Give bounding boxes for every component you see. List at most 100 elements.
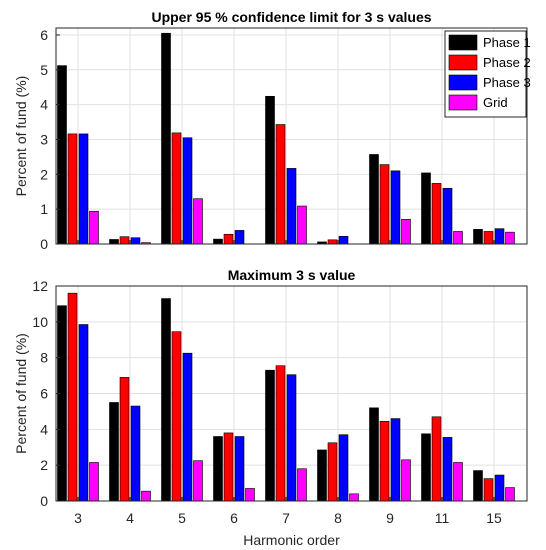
bar-grid-7 (297, 205, 307, 245)
x-tick-label: 3 (74, 510, 82, 526)
x-axis-label: Harmonic order (243, 532, 340, 548)
x-tick-labels (77, 240, 495, 244)
bar-phase-3-4 (130, 405, 141, 502)
bar-grid-6 (245, 488, 255, 502)
bar-phase-1-11 (421, 172, 431, 245)
bar-phase-1-9 (369, 154, 379, 245)
y-tick-label: 0 (40, 493, 48, 509)
bar-grid-11 (453, 231, 463, 245)
axes-box (55, 27, 528, 245)
bar-phase-3-6 (234, 436, 245, 502)
bar-phase-1-11 (421, 433, 431, 502)
bar-phase-3-7 (286, 374, 297, 502)
y-axis-label: Percent of fund (%) (13, 76, 29, 197)
bar-phase-2-11 (431, 416, 442, 502)
bar-phase-1-3 (57, 65, 67, 245)
bar-phase-2-6 (223, 233, 234, 245)
x-tick-label: 15 (486, 510, 502, 526)
bar-phase-3-5 (182, 137, 193, 245)
bar-grid-5 (193, 460, 203, 502)
x-tick-label: 5 (178, 510, 186, 526)
bar-phase-1-7 (265, 95, 275, 245)
legend-swatch (448, 74, 478, 91)
bar-phase-1-15 (473, 229, 483, 245)
bar-grid-15 (505, 487, 515, 502)
x-tick-labels: 3 4 5 6 7 8 9 11 15 (74, 497, 502, 526)
y-tick-labels: 0 1 2 3 4 5 6 (40, 27, 60, 252)
bar-grid-7 (297, 468, 307, 502)
bar-phase-2-8 (327, 239, 338, 245)
x-tick-label: 6 (230, 510, 238, 526)
x-tick-label: 8 (334, 510, 342, 526)
y-tick-label: 2 (40, 166, 48, 182)
bar-phase-1-4 (109, 239, 119, 245)
y-tick-label: 0 (40, 236, 48, 252)
bar-phase-2-7 (275, 365, 286, 502)
bar-grid-9 (401, 218, 411, 245)
y-tick-label: 4 (40, 421, 48, 437)
bar-phase-3-9 (390, 418, 401, 502)
bar-grid-8 (349, 493, 359, 502)
bar-phase-1-5 (161, 298, 171, 502)
y-tick-label: 2 (40, 457, 48, 473)
legend-label: Phase 3 (483, 75, 531, 90)
bar-phase-1-5 (161, 32, 171, 245)
bar-phase-2-5 (171, 132, 182, 245)
bar-phase-2-4 (119, 377, 130, 502)
bar-phase-2-7 (275, 124, 286, 245)
bar-phase-2-6 (223, 432, 234, 502)
legend-swatch (448, 34, 478, 51)
bar-phase-1-7 (265, 369, 275, 502)
bar-grid-9 (401, 459, 411, 502)
bar-phase-3-15 (494, 474, 505, 502)
bar-grid-3 (89, 210, 99, 245)
bar-phase-2-8 (327, 442, 338, 502)
x-tick-label: 11 (435, 510, 450, 526)
legend-label: Phase 2 (483, 55, 531, 70)
bar-phase-1-8 (317, 449, 327, 502)
bar-phase-3-6 (234, 230, 245, 245)
y-tick-label: 10 (32, 314, 48, 330)
bar-phase-2-11 (431, 183, 442, 245)
bar-phase-2-3 (67, 133, 78, 245)
y-tick-label: 6 (40, 27, 48, 43)
bar-grid-4 (141, 490, 151, 502)
y-tick-label: 8 (40, 350, 48, 366)
bar-phase-3-9 (390, 170, 401, 245)
x-tick-label: 4 (126, 510, 134, 526)
y-tick-label: 6 (40, 386, 48, 402)
legend-label: Phase 1 (483, 35, 531, 50)
bar-phase-3-3 (78, 324, 89, 502)
y-tick-label: 1 (40, 201, 48, 217)
bar-phase-1-4 (109, 402, 119, 502)
bar-phase-1-3 (57, 305, 67, 502)
bar-phase-2-9 (379, 164, 390, 245)
bar-phase-2-3 (67, 292, 78, 502)
y-axis-label: Percent of fund (%) (13, 333, 29, 454)
bar-phase-1-6 (213, 238, 223, 245)
bar-phase-2-9 (379, 420, 390, 502)
legend: Phase 1 Phase 2 Phase 3 Grid (444, 30, 531, 118)
chart-upper-confidence: 0 1 2 3 4 5 6 Upper 95 % confidence limit for … (13, 9, 531, 252)
bars (57, 292, 515, 502)
bar-phase-3-11 (442, 187, 453, 245)
y-tick-label: 3 (40, 131, 48, 147)
bar-phase-2-15 (483, 231, 494, 245)
bar-grid-5 (193, 198, 203, 245)
legend-label: Grid (483, 95, 508, 110)
bar-phase-3-7 (286, 168, 297, 245)
legend-swatch (448, 94, 478, 111)
bar-phase-3-15 (494, 228, 505, 245)
bar-phase-3-11 (442, 437, 453, 502)
y-tick-label: 5 (40, 62, 48, 78)
chart-title: Upper 95 % confidence limit for 3 s valu… (151, 9, 431, 25)
bar-phase-1-9 (369, 407, 379, 502)
bar-phase-3-8 (338, 236, 349, 245)
x-tick-label: 9 (386, 510, 394, 526)
y-tick-labels: 0 2 4 6 8 10 12 (32, 278, 60, 509)
chart-title: Maximum 3 s value (228, 267, 356, 283)
legend-swatch (448, 54, 478, 71)
bar-grid-11 (453, 462, 463, 502)
